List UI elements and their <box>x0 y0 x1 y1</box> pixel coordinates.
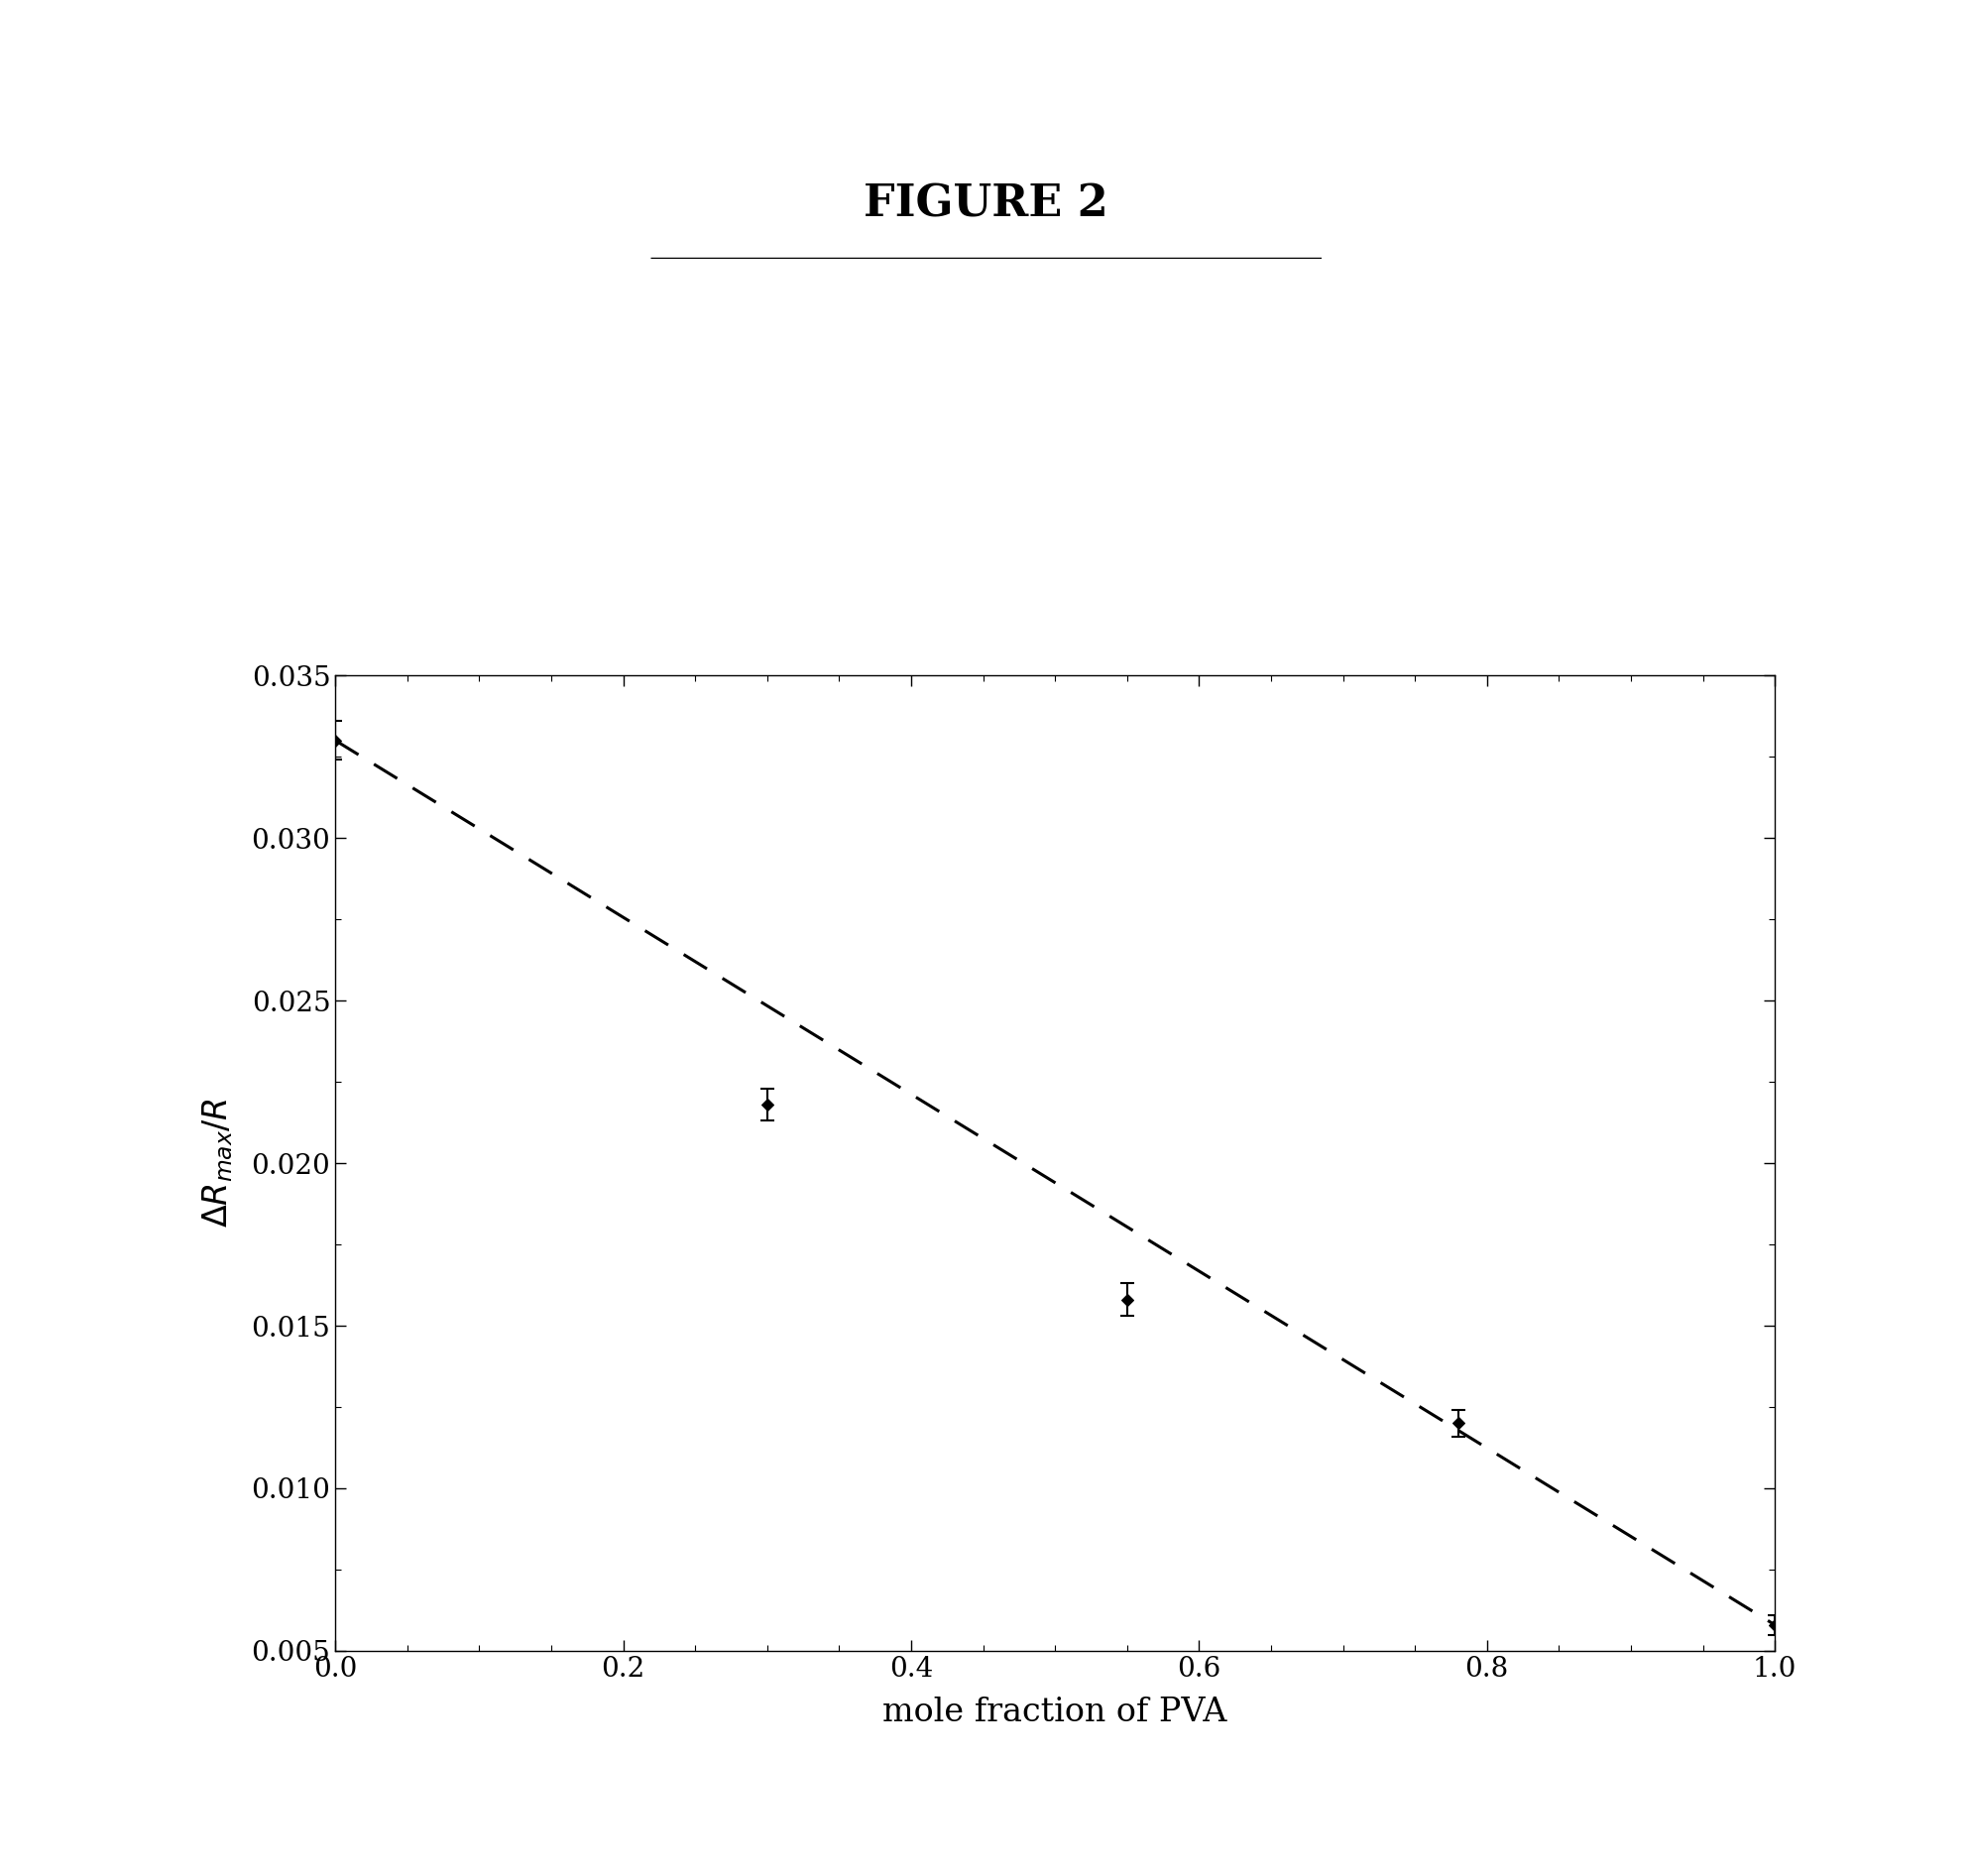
X-axis label: mole fraction of PVA: mole fraction of PVA <box>883 1696 1227 1728</box>
Text: FIGURE 2: FIGURE 2 <box>864 182 1108 225</box>
Y-axis label: $\Delta R_{max}/R$: $\Delta R_{max}/R$ <box>201 1099 235 1227</box>
